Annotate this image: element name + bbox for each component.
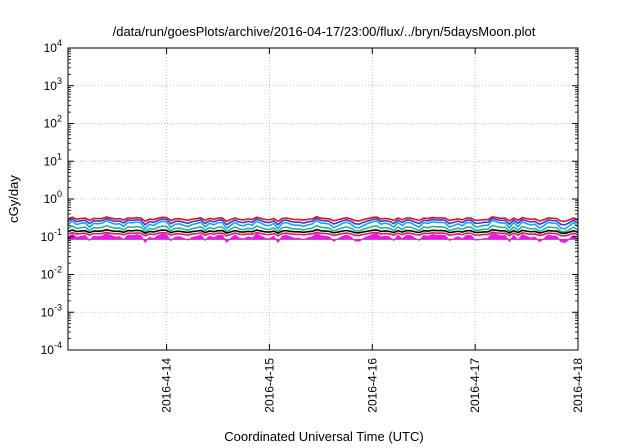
y-tick-label: 10-3	[41, 302, 62, 319]
y-axis-label: cGy/day	[6, 175, 21, 223]
series-line-5	[67, 228, 579, 235]
y-tick-label: 10-2	[41, 265, 62, 282]
series-line-6	[67, 231, 579, 237]
x-tick-label: 2016-4-15	[262, 358, 276, 413]
y-tick-label: 10-1	[41, 227, 62, 244]
x-tick-label: 2016-4-16	[365, 358, 379, 413]
series-area-7	[67, 232, 579, 244]
series-line-3	[67, 219, 579, 230]
y-tick-label: 103	[44, 76, 62, 93]
x-tick-label: 2016-4-17	[468, 358, 482, 413]
chart-title: /data/run/goesPlots/archive/2016-04-17/2…	[113, 24, 536, 39]
y-tick-label: 102	[44, 114, 62, 131]
series-line-2	[67, 217, 579, 226]
x-axis-ticks: 2016-4-14 2016-4-15 2016-4-16 2016-4-17 2016…	[160, 48, 585, 413]
series-line-1	[67, 215, 579, 223]
data-series	[67, 215, 579, 244]
x-tick-label: 2016-4-14	[160, 358, 174, 413]
y-tick-label: 10-4	[41, 340, 62, 357]
series-line-4	[67, 224, 579, 233]
y-tick-label: 100	[44, 189, 62, 206]
x-axis-label: Coordinated Universal Time (UTC)	[224, 429, 423, 444]
y-tick-label: 101	[44, 151, 62, 168]
x-tick-label: 2016-4-18	[571, 358, 585, 413]
grid-lines	[68, 48, 578, 350]
y-tick-label: 104	[44, 38, 62, 55]
